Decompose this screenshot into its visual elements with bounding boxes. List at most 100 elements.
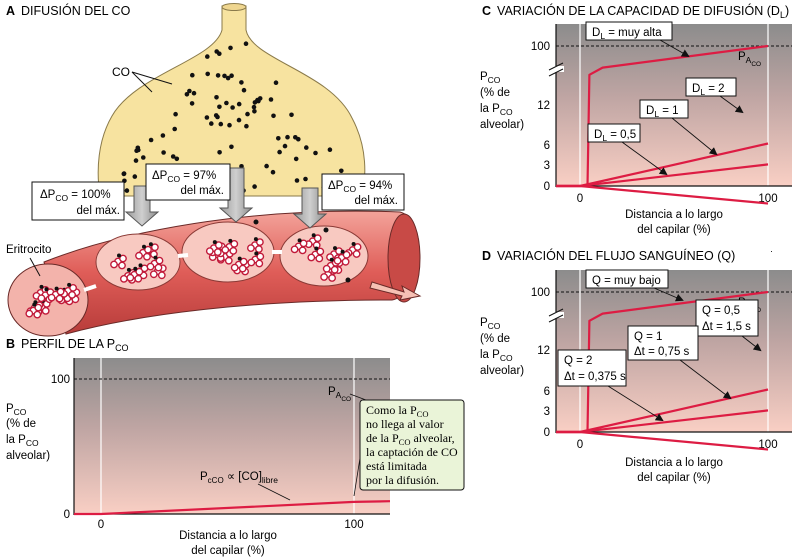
panel-b-x-label: Distancia a lo largo del capilar (%) bbox=[179, 530, 277, 557]
panel-b-plot-area bbox=[74, 358, 390, 514]
co-molecule bbox=[257, 96, 263, 101]
co-molecule bbox=[141, 155, 146, 160]
co-molecule bbox=[172, 126, 177, 132]
panel-d-title-dot: · bbox=[770, 246, 773, 256]
co-molecule bbox=[222, 73, 227, 79]
panel-d-title: D VARIACIÓN DEL FLUJO SANGUÍNEO (Q) bbox=[482, 248, 735, 263]
svg-text:ΔPCO = 97%: ΔPCO = 97% bbox=[152, 170, 216, 184]
co-molecule bbox=[187, 88, 192, 94]
panel-c-palv-label: PACO bbox=[738, 51, 761, 68]
co-molecule bbox=[132, 174, 138, 179]
svg-text:100: 100 bbox=[531, 41, 550, 53]
panel-a: A DIFUSIÓN DEL CO CO Erit bbox=[6, 3, 422, 337]
hemoglobin-cluster bbox=[230, 256, 248, 273]
co-molecule bbox=[189, 101, 195, 106]
hemoglobin-cluster bbox=[247, 251, 265, 268]
co-molecule bbox=[245, 111, 250, 117]
panel-d-y-label: PCO (% de la PCO alveolar) bbox=[480, 317, 524, 377]
svg-text:PCO: PCO bbox=[480, 317, 501, 331]
curve-series-4 bbox=[556, 409, 769, 434]
co-molecule bbox=[229, 144, 234, 150]
panel-c-callout-4: DL = 0,5 bbox=[587, 123, 668, 176]
svg-text:Q = 0,5: Q = 0,5 bbox=[702, 305, 740, 317]
co-molecule bbox=[204, 115, 210, 120]
hemoglobin-cluster bbox=[25, 302, 43, 319]
svg-text:Como la PCO: Como la PCO bbox=[366, 403, 428, 419]
svg-text:6: 6 bbox=[544, 386, 550, 398]
hemoglobin-cluster bbox=[135, 244, 152, 261]
co-molecule bbox=[252, 184, 257, 189]
svg-text:Distancia a lo largo: Distancia a lo largo bbox=[179, 530, 277, 542]
co-molecule bbox=[293, 135, 298, 140]
delta-box-2: ΔPCO = 97% del máx. bbox=[145, 163, 231, 201]
delta-box-3: ΔPCO = 94% del máx. bbox=[321, 173, 405, 211]
svg-text:no llega al valor: no llega al valor bbox=[366, 417, 444, 431]
svg-text:ΔPCO = 100%: ΔPCO = 100% bbox=[40, 189, 111, 203]
panel-d-x-label: Distancia a lo largo del capilar (%) bbox=[625, 457, 723, 484]
svg-text:Δt = 1,5 s: Δt = 1,5 s bbox=[702, 321, 751, 333]
panel-d-callout-1: Q = muy bajo bbox=[585, 269, 684, 302]
hemoglobin-cluster bbox=[307, 246, 325, 263]
co-molecule bbox=[184, 92, 190, 97]
co-molecule bbox=[277, 149, 282, 155]
co-molecule bbox=[209, 121, 214, 126]
hemoglobin-cluster bbox=[246, 237, 264, 254]
co-molecule bbox=[289, 112, 294, 118]
curve-series-2 bbox=[556, 184, 769, 205]
svg-text:alveolar): alveolar) bbox=[6, 450, 50, 462]
co-molecule bbox=[239, 80, 244, 85]
svg-text:0: 0 bbox=[544, 427, 550, 439]
co-molecule bbox=[227, 122, 232, 128]
hemoglobin-cluster bbox=[47, 286, 65, 303]
co-molecule bbox=[215, 73, 221, 78]
co-molecule bbox=[218, 121, 224, 127]
svg-text:(% de: (% de bbox=[480, 87, 510, 99]
svg-text:la captación de CO: la captación de CO bbox=[366, 445, 458, 459]
panel-b-ytick-0: 0 bbox=[64, 509, 70, 521]
erythrocytes bbox=[25, 233, 362, 319]
co-molecule bbox=[304, 145, 309, 150]
svg-text:la PCO: la PCO bbox=[480, 349, 513, 363]
co-molecule bbox=[271, 113, 276, 119]
co-molecule bbox=[251, 104, 257, 110]
svg-text:alveolar): alveolar) bbox=[480, 365, 524, 377]
svg-text:Distancia a lo largo: Distancia a lo largo bbox=[625, 457, 723, 469]
hemoglobin-cluster bbox=[110, 253, 127, 270]
svg-text:del máx.: del máx. bbox=[181, 185, 224, 197]
svg-text:Q = muy bajo: Q = muy bajo bbox=[592, 275, 661, 287]
co-molecule bbox=[293, 156, 299, 162]
svg-text:12: 12 bbox=[537, 100, 550, 112]
panel-b-curve bbox=[74, 500, 391, 516]
svg-text:0: 0 bbox=[544, 181, 550, 193]
co-molecule bbox=[214, 49, 219, 54]
svg-text:la PCO: la PCO bbox=[480, 103, 513, 117]
svg-text:Q = 1: Q = 1 bbox=[634, 331, 662, 343]
panel-d-callout-4: Q = 2 Δt = 0,375 s bbox=[557, 349, 664, 422]
svg-text:Δt = 0,75 s: Δt = 0,75 s bbox=[634, 346, 690, 358]
panel-d-callout-3: Q = 1 Δt = 0,75 s bbox=[627, 325, 732, 400]
svg-text:100: 100 bbox=[531, 287, 550, 299]
svg-text:3: 3 bbox=[544, 406, 550, 418]
svg-text:de la PCO alveolar,: de la PCO alveolar, bbox=[366, 431, 455, 447]
capillary bbox=[7, 210, 422, 337]
co-molecule bbox=[270, 169, 276, 175]
panel-d: D VARIACIÓN DEL FLUJO SANGUÍNEO (Q) · 100… bbox=[480, 246, 792, 484]
panel-c: C VARIACIÓN DE LA CAPACIDAD DE DIFUSIÓN (… bbox=[480, 3, 792, 236]
co-molecule bbox=[282, 143, 288, 149]
hemoglobin-cluster bbox=[221, 238, 239, 255]
panel-b-xtick-0: 0 bbox=[98, 519, 104, 531]
co-molecule bbox=[133, 158, 139, 163]
co-molecule bbox=[327, 147, 333, 152]
panel-b-ytick-100: 100 bbox=[51, 374, 70, 386]
svg-text:por la difusión.: por la difusión. bbox=[366, 473, 439, 487]
co-molecule bbox=[236, 101, 242, 107]
panel-c-callout-1: DL = muy alta bbox=[585, 21, 690, 57]
co-molecule bbox=[252, 109, 257, 114]
panel-c-callout-3: DL = 1 bbox=[639, 99, 718, 156]
curve-series-4 bbox=[556, 163, 769, 188]
co-molecule bbox=[225, 75, 231, 81]
co-molecule bbox=[339, 168, 344, 174]
co-molecule bbox=[228, 45, 233, 51]
co-molecule bbox=[124, 188, 130, 193]
